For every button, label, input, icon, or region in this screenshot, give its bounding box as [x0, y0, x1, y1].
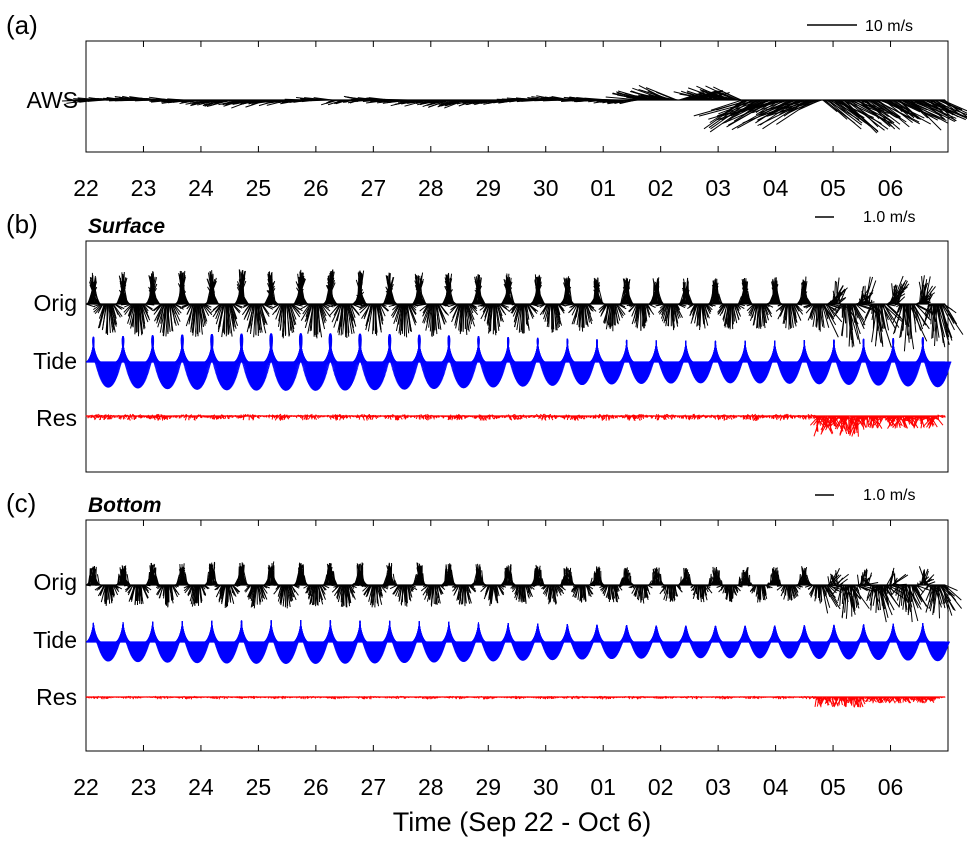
- panel-b-row-label-orig: Orig: [34, 290, 77, 316]
- x-tick-label: 30: [533, 774, 559, 800]
- panel-a-wind-vectors: [62, 85, 967, 134]
- surface-orig-row: [85, 269, 964, 352]
- surface-res-row: [85, 413, 946, 437]
- x-tick-label: 24: [188, 774, 214, 800]
- x-tick-label: 05: [820, 774, 846, 800]
- panel-c-row-label-tide: Tide: [33, 627, 77, 653]
- bottom-tide-row: [86, 620, 950, 664]
- panel-c-current-vectors: [85, 561, 963, 708]
- bottom-orig-row: [85, 561, 963, 623]
- panel-c-scale-label: 1.0 m/s: [863, 487, 915, 504]
- panel-a-axes-box: [85, 40, 949, 153]
- panel-b-row-label-res: Res: [36, 405, 77, 431]
- x-axis-label: Time (Sep 22 - Oct 6): [393, 807, 652, 837]
- panel-c-row-label-res: Res: [36, 684, 77, 710]
- x-tick-label: 25: [246, 175, 272, 201]
- x-tick-label: 06: [878, 175, 904, 201]
- x-tick-label: 22: [73, 774, 99, 800]
- x-tick-label: 03: [705, 175, 731, 201]
- panel-a-x-ticks: 22 23 24 25 26 27 28 29 30 01 02 03 04 05 06: [73, 41, 903, 201]
- x-tick-label: 01: [590, 774, 616, 800]
- x-tick-label: 02: [648, 175, 674, 201]
- panel-a-label: (a): [6, 10, 38, 40]
- panel-b-axes-box: [85, 240, 949, 473]
- aws-wind-row: [62, 85, 967, 134]
- x-tick-label: 02: [648, 774, 674, 800]
- x-tick-label: 04: [763, 175, 789, 201]
- x-tick-label: 25: [246, 774, 272, 800]
- surface-tide-row: [86, 333, 952, 391]
- x-tick-label: 05: [820, 175, 846, 201]
- x-tick-label: 23: [131, 175, 157, 201]
- x-tick-label: 26: [303, 175, 329, 201]
- panel-c-row-label-orig: Orig: [34, 569, 77, 595]
- x-tick-label: 29: [475, 774, 501, 800]
- x-tick-label: 27: [361, 175, 387, 201]
- bottom-res-row: [85, 695, 946, 708]
- panel-b-current-vectors: [85, 269, 964, 437]
- panel-b-label: (b): [6, 209, 38, 239]
- panel-c-label: (c): [6, 488, 36, 518]
- x-tick-label: 23: [131, 774, 157, 800]
- panel-c-x-ticks: 22 23 24 25 26 27 28 29 30 01 02 03 04 05 06: [73, 520, 903, 800]
- x-tick-label: 27: [361, 774, 387, 800]
- x-tick-label: 30: [533, 175, 559, 201]
- panel-c-axes-box: [85, 519, 949, 752]
- panel-b: (b) Surface 1.0 m/s Orig Tide Res: [6, 209, 964, 473]
- x-tick-label: 26: [303, 774, 329, 800]
- x-tick-label: 28: [418, 774, 444, 800]
- panel-a: (a) 10 m/s AWS 22 23 24 25 26 27 28 29 30 01 02 03 0…: [6, 10, 967, 201]
- panel-b-row-label-tide: Tide: [33, 348, 77, 374]
- panel-c: (c) Bottom 1.0 m/s Orig Tide Res 22 23 24 2…: [6, 487, 963, 800]
- panel-c-title: Bottom: [88, 494, 161, 517]
- x-tick-label: 24: [188, 175, 214, 201]
- x-tick-label: 03: [705, 774, 731, 800]
- panel-b-title: Surface: [88, 215, 165, 238]
- panel-a-scale-label: 10 m/s: [865, 18, 913, 35]
- x-tick-label: 01: [590, 175, 616, 201]
- x-tick-label: 06: [878, 774, 904, 800]
- x-tick-label: 22: [73, 175, 99, 201]
- x-tick-label: 29: [475, 175, 501, 201]
- x-tick-label: 04: [763, 774, 789, 800]
- x-tick-label: 28: [418, 175, 444, 201]
- panel-b-scale-label: 1.0 m/s: [863, 209, 915, 226]
